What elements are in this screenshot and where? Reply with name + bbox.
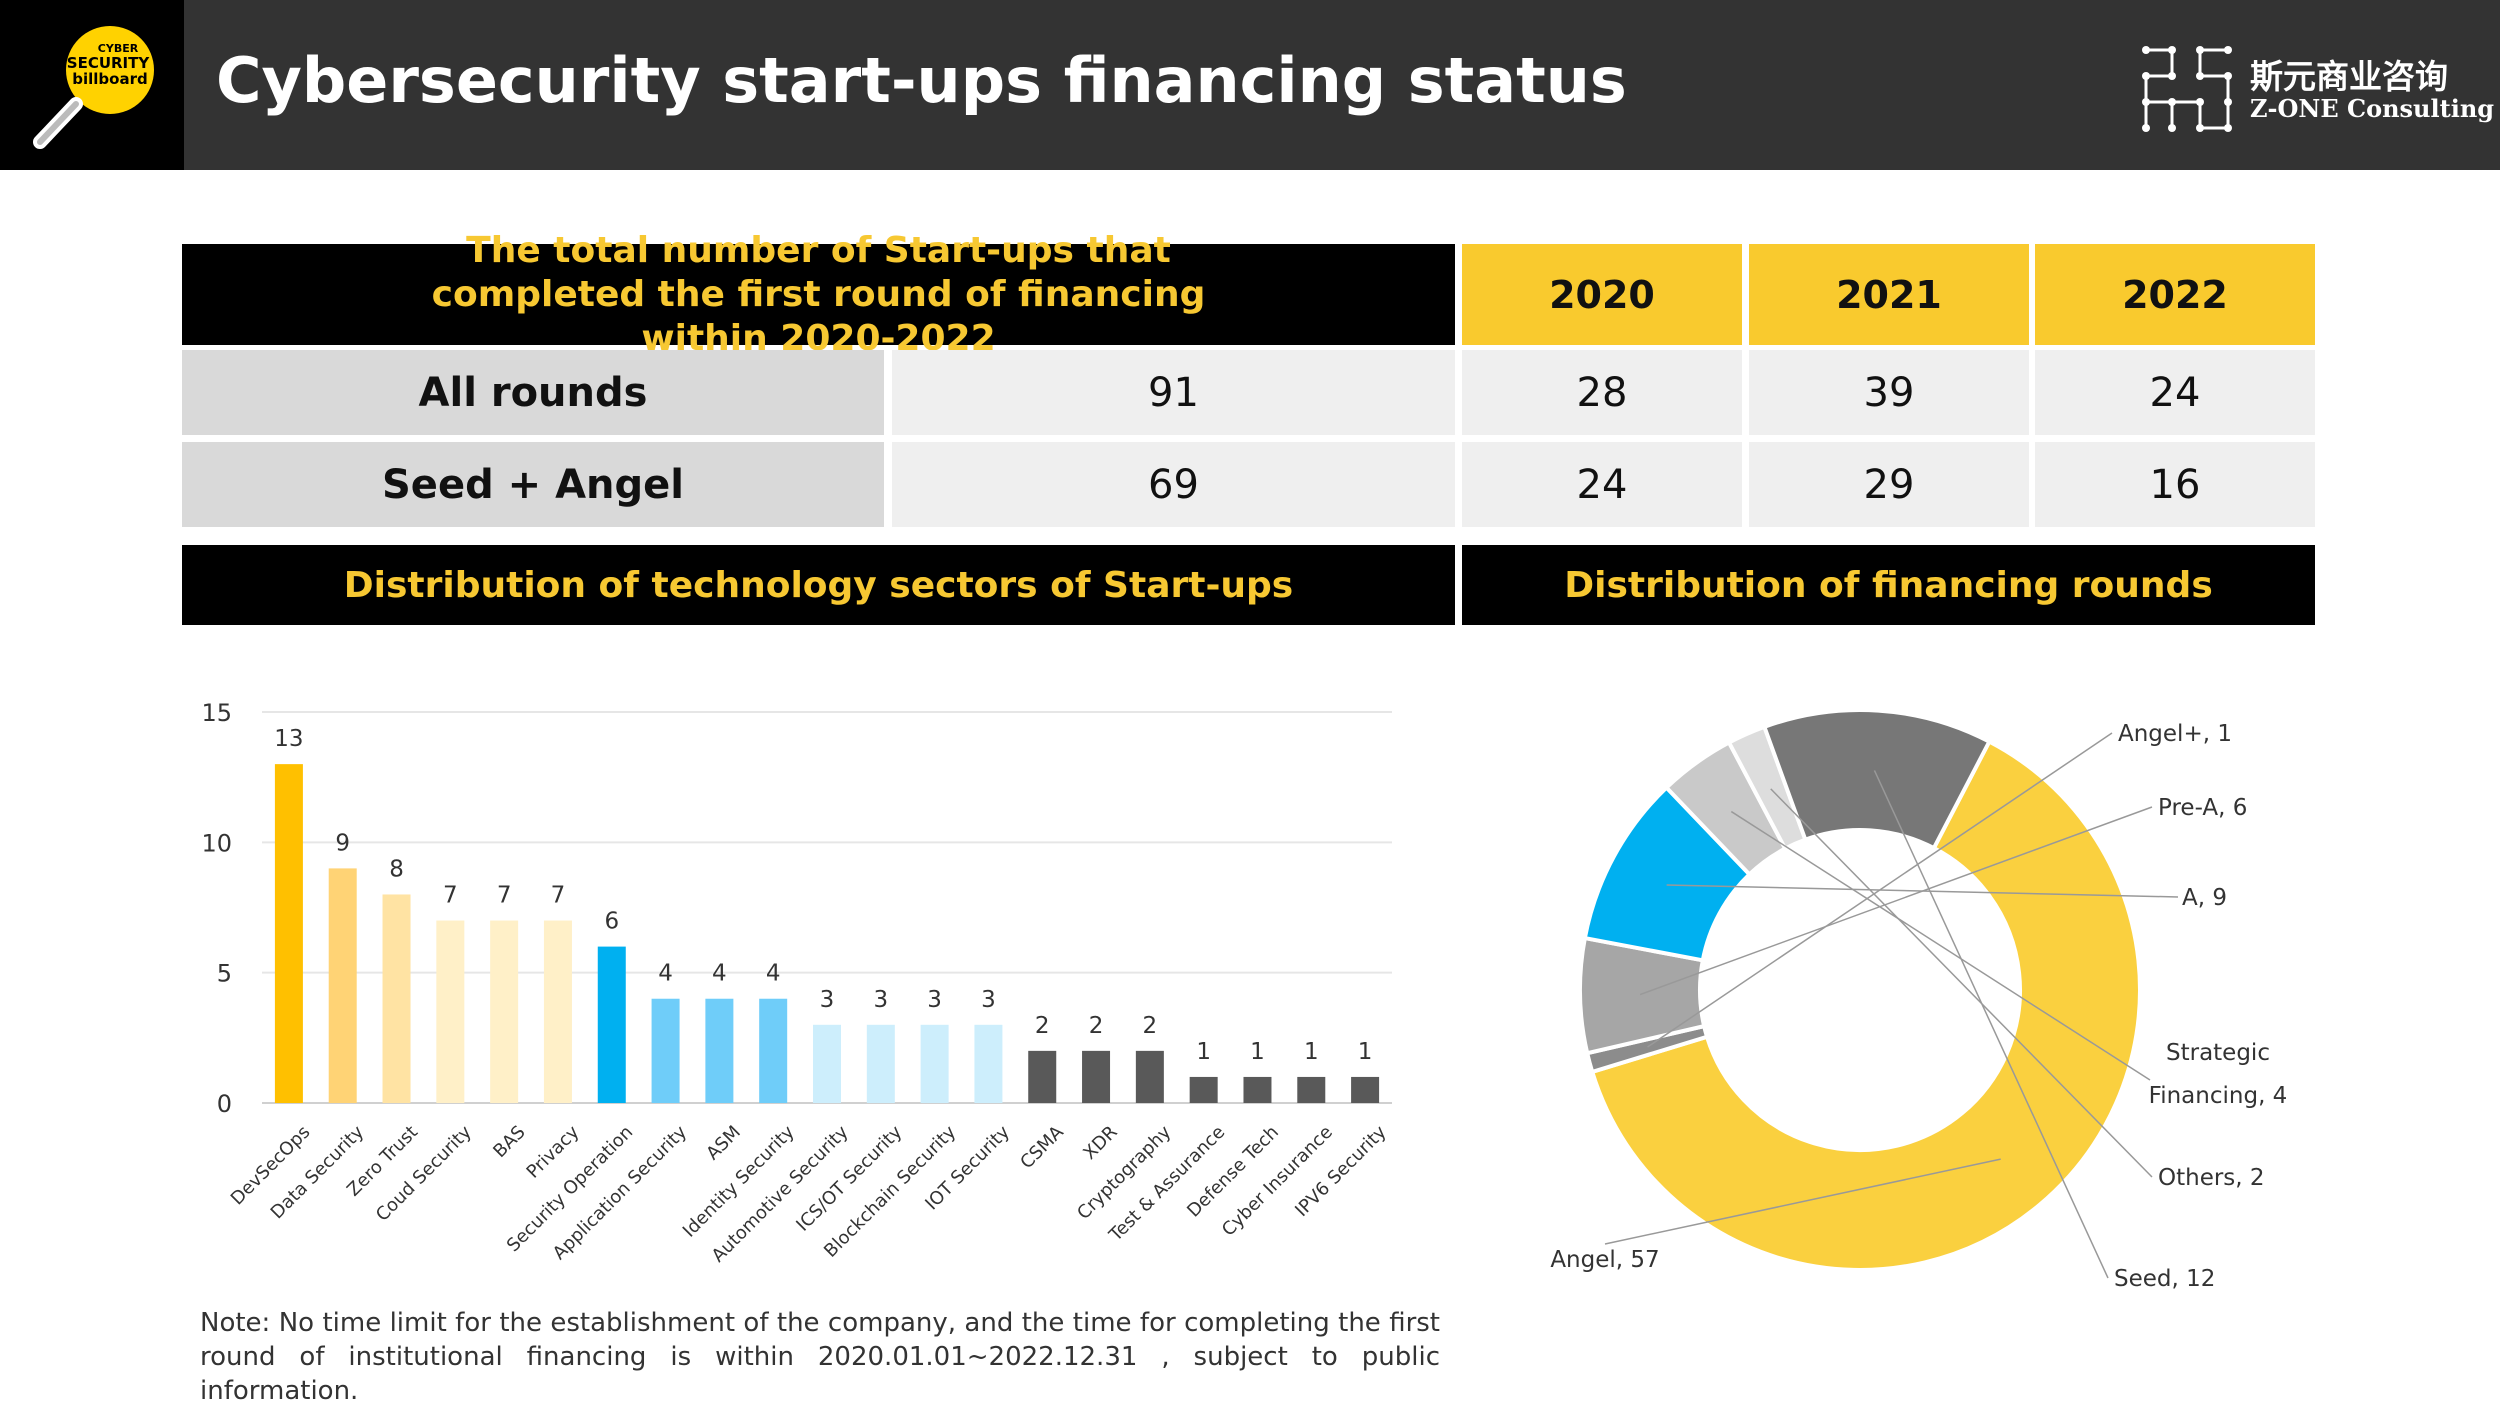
- bar: [1082, 1050, 1111, 1103]
- bar: [1351, 1076, 1380, 1103]
- logo-text-2: SECURITY: [67, 54, 151, 72]
- page-title: Cybersecurity start-ups financing status: [216, 44, 1627, 117]
- bar: [1297, 1076, 1326, 1103]
- bar-value-label: 3: [820, 987, 835, 1013]
- bar-value-label: 7: [443, 883, 458, 909]
- year-header-2021: 2021: [1749, 244, 2029, 345]
- y-tick-label: 10: [201, 829, 232, 857]
- leader-line: [1770, 788, 2153, 1178]
- value-all-2022: 24: [2035, 350, 2315, 435]
- slice-label: Angel+, 1: [2118, 721, 2232, 747]
- bar: [274, 764, 303, 1103]
- value-all-2020: 28: [1462, 350, 1742, 435]
- bar: [920, 1024, 949, 1103]
- header-bar: CYBER SECURITY billboard Cybersecurity s…: [0, 0, 2500, 170]
- slice-label: Pre-A, 6: [2158, 795, 2247, 821]
- leader-line: [1639, 806, 2153, 996]
- bar-value-label: 1: [1250, 1039, 1265, 1065]
- bar: [597, 946, 626, 1103]
- bar: [328, 868, 357, 1103]
- slice-label: Others, 2: [2158, 1165, 2265, 1191]
- slice-label: Seed, 12: [2114, 1266, 2215, 1292]
- bar-value-label: 7: [551, 883, 566, 909]
- sector-distribution-heading: Distribution of technology sectors of St…: [182, 545, 1455, 625]
- value-seed-2021: 29: [1749, 442, 2029, 527]
- bar-value-label: 2: [1089, 1013, 1104, 1039]
- bar: [1135, 1050, 1164, 1103]
- y-tick-label: 0: [217, 1090, 232, 1118]
- leader-line: [1730, 810, 2151, 1081]
- brand-chinese-name: 斯元商业咨询: [2250, 57, 2448, 96]
- bar: [813, 1024, 841, 1103]
- logo-text-3: billboard: [72, 70, 147, 88]
- brand-english-name: Z-ONE Consulting: [2250, 94, 2495, 123]
- table-heading: The total number of Start-ups that compl…: [182, 230, 1455, 359]
- donut-slice: [1761, 708, 1992, 851]
- bar-value-label: 2: [1143, 1013, 1158, 1039]
- bar: [1189, 1076, 1218, 1103]
- bar: [651, 998, 680, 1103]
- donut-slice: [1589, 738, 2142, 1272]
- value-all-2021: 39: [1749, 350, 2029, 435]
- bar-value-label: 1: [1196, 1039, 1211, 1065]
- table-heading-text: The total number of Start-ups that compl…: [431, 229, 1206, 359]
- slice-label: Angel, 57: [1550, 1247, 1659, 1273]
- bar-value-label: 13: [274, 726, 303, 752]
- bar: [490, 920, 519, 1103]
- bar-value-label: 3: [873, 987, 888, 1013]
- bar: [436, 920, 465, 1103]
- bar-value-label: 8: [389, 856, 404, 882]
- z-one-logo-icon: [2142, 46, 2232, 132]
- row-label-all-rounds: All rounds: [182, 350, 884, 435]
- bar: [1243, 1076, 1272, 1103]
- value-seed-2020: 24: [1462, 442, 1742, 527]
- z-one-brand: 斯元商业咨询 Z-ONE Consulting: [2142, 46, 2494, 132]
- bar: [382, 894, 411, 1103]
- bar: [759, 998, 788, 1103]
- year-header-2020: 2020: [1462, 244, 1742, 345]
- row-total-all-rounds: 91: [892, 350, 1455, 435]
- bar-value-label: 3: [981, 987, 996, 1013]
- bar: [974, 1024, 1003, 1103]
- rounds-distribution-heading: Distribution of financing rounds: [1462, 545, 2315, 625]
- footnote: Note: No time limit for the establishmen…: [200, 1308, 1440, 1406]
- row-label-seed-angel: Seed + Angel: [182, 442, 884, 527]
- slice-label: A, 9: [2182, 885, 2227, 911]
- logo-text-1: CYBER: [98, 42, 139, 55]
- row-total-seed-angel: 69: [892, 442, 1455, 527]
- security-billboard-logo: CYBER SECURITY billboard: [0, 0, 184, 170]
- year-header-2022: 2022: [2035, 244, 2315, 345]
- bar-value-label: 6: [604, 909, 619, 935]
- bar-value-label: 9: [335, 830, 350, 856]
- y-tick-label: 15: [201, 699, 232, 727]
- leader-line: [1604, 1158, 2001, 1245]
- bar-value-label: 3: [927, 987, 942, 1013]
- leader-line: [1873, 770, 2109, 1279]
- bar: [543, 920, 572, 1103]
- bar-value-label: 1: [1358, 1039, 1373, 1065]
- bar-value-label: 4: [658, 961, 673, 987]
- bar: [1028, 1050, 1057, 1103]
- bar-value-label: 1: [1304, 1039, 1319, 1065]
- bar: [866, 1024, 895, 1103]
- value-seed-2022: 16: [2035, 442, 2315, 527]
- bar-value-label: 7: [497, 883, 512, 909]
- bar-value-label: 4: [712, 961, 727, 987]
- bar-value-label: 2: [1035, 1013, 1050, 1039]
- bar-value-label: 4: [766, 961, 781, 987]
- bar: [705, 998, 734, 1103]
- slice-label: Strategic Financing, 4: [2149, 1040, 2288, 1109]
- y-tick-label: 5: [217, 960, 232, 988]
- magnifier-logo-icon: CYBER SECURITY billboard: [33, 26, 154, 149]
- leader-line: [1666, 884, 2179, 898]
